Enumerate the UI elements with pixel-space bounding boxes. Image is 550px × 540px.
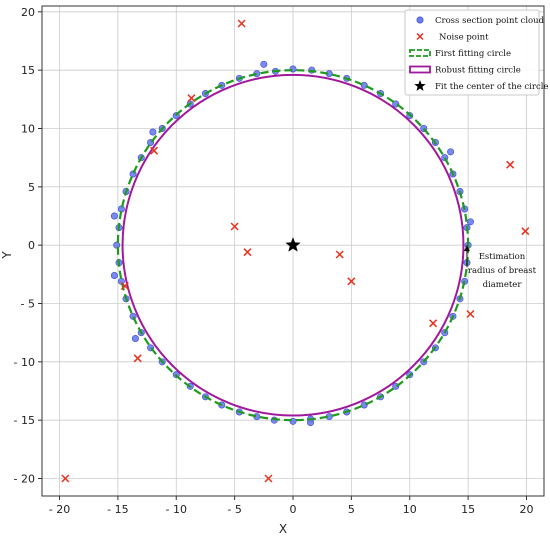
legend-box (404, 9, 540, 96)
cloud-point (113, 241, 121, 249)
legend-item-noise: Noise point (416, 32, 489, 43)
legend-marker-first (409, 49, 431, 57)
noise-point (506, 160, 515, 169)
legend-marker-cloud (416, 16, 424, 24)
y-tick-label: 5 (28, 181, 35, 194)
cloud-point (131, 334, 139, 342)
noise-point (429, 319, 438, 328)
y-tick-label: - 5 (21, 298, 35, 311)
legend-item-center: Fit the center of the circle (414, 80, 548, 92)
noise-point (521, 227, 530, 236)
y-tick-label: 20 (21, 6, 35, 19)
legend-label-center: Fit the center of the circle (435, 82, 548, 92)
y-axis-label: Y (0, 251, 14, 260)
y-tick-label: 10 (21, 123, 35, 136)
x-tick-label: - 15 (107, 503, 128, 516)
noise-point (243, 248, 252, 257)
x-tick-label: - 10 (166, 503, 187, 516)
legend-item-first: First fitting circle (409, 49, 511, 59)
noise-point (61, 474, 70, 483)
noise-point (264, 474, 273, 483)
annotation-text: radius of breast (468, 266, 537, 276)
x-tick-label: 0 (290, 503, 297, 516)
ticks: - 20 - 15 - 10 - 5 0 5 10 15 20 20 15 10 5 0 - 5 - 10 - … (14, 6, 534, 516)
x-tick-label: - 20 (49, 503, 70, 516)
x-tick-label: 20 (519, 503, 533, 516)
annotation-arrowhead (463, 245, 470, 252)
y-tick-label: - 15 (14, 414, 35, 427)
annotation: Estimation radius of breast diameter (463, 245, 537, 290)
noise-point (133, 354, 142, 363)
noise-point (347, 277, 356, 286)
x-tick-label: - 5 (227, 503, 241, 516)
cloud-point (149, 128, 157, 136)
y-tick-label: 15 (21, 64, 35, 77)
x-tick-label: 15 (461, 503, 475, 516)
noise-point (150, 146, 159, 155)
legend-marker-robust (409, 65, 431, 74)
cloud-point (466, 218, 474, 226)
noise-point (466, 309, 475, 319)
legend-marker-center (414, 80, 426, 91)
cloud-point (260, 60, 268, 68)
annotation-text: Estimation (479, 252, 526, 262)
legend-marker-noise (416, 32, 424, 41)
noise-point (335, 250, 344, 259)
legend-label-cloud: Cross section point cloud (435, 16, 545, 26)
noise-point (237, 19, 246, 28)
x-tick-label: 5 (348, 503, 355, 516)
legend-item-cloud: Cross section point cloud (416, 16, 545, 26)
legend-item-robust: Robust fitting circle (409, 65, 521, 76)
legend-label-first: First fitting circle (435, 49, 511, 59)
x-tick-label: 10 (403, 503, 417, 516)
robust-fitting-circle (121, 73, 465, 417)
legend-label-robust: Robust fitting circle (435, 66, 521, 76)
legend-label-noise: Noise point (439, 33, 489, 43)
center-star (285, 237, 301, 252)
cloud-point (110, 212, 118, 220)
noise-point (120, 281, 129, 291)
annotation-text: diameter (483, 280, 523, 290)
series (61, 19, 530, 483)
noise-point (187, 94, 196, 103)
y-tick-label: 0 (28, 239, 35, 252)
y-tick-label: - 10 (14, 356, 35, 369)
first-fitting-circle (116, 69, 470, 422)
x-axis-label: X (279, 522, 287, 536)
y-tick-label: - 20 (14, 473, 35, 486)
cloud-point (110, 271, 118, 279)
cloud-point (447, 148, 455, 156)
noise-point (230, 222, 239, 231)
legend: Cross section point cloud Noise point Firs… (404, 9, 548, 96)
